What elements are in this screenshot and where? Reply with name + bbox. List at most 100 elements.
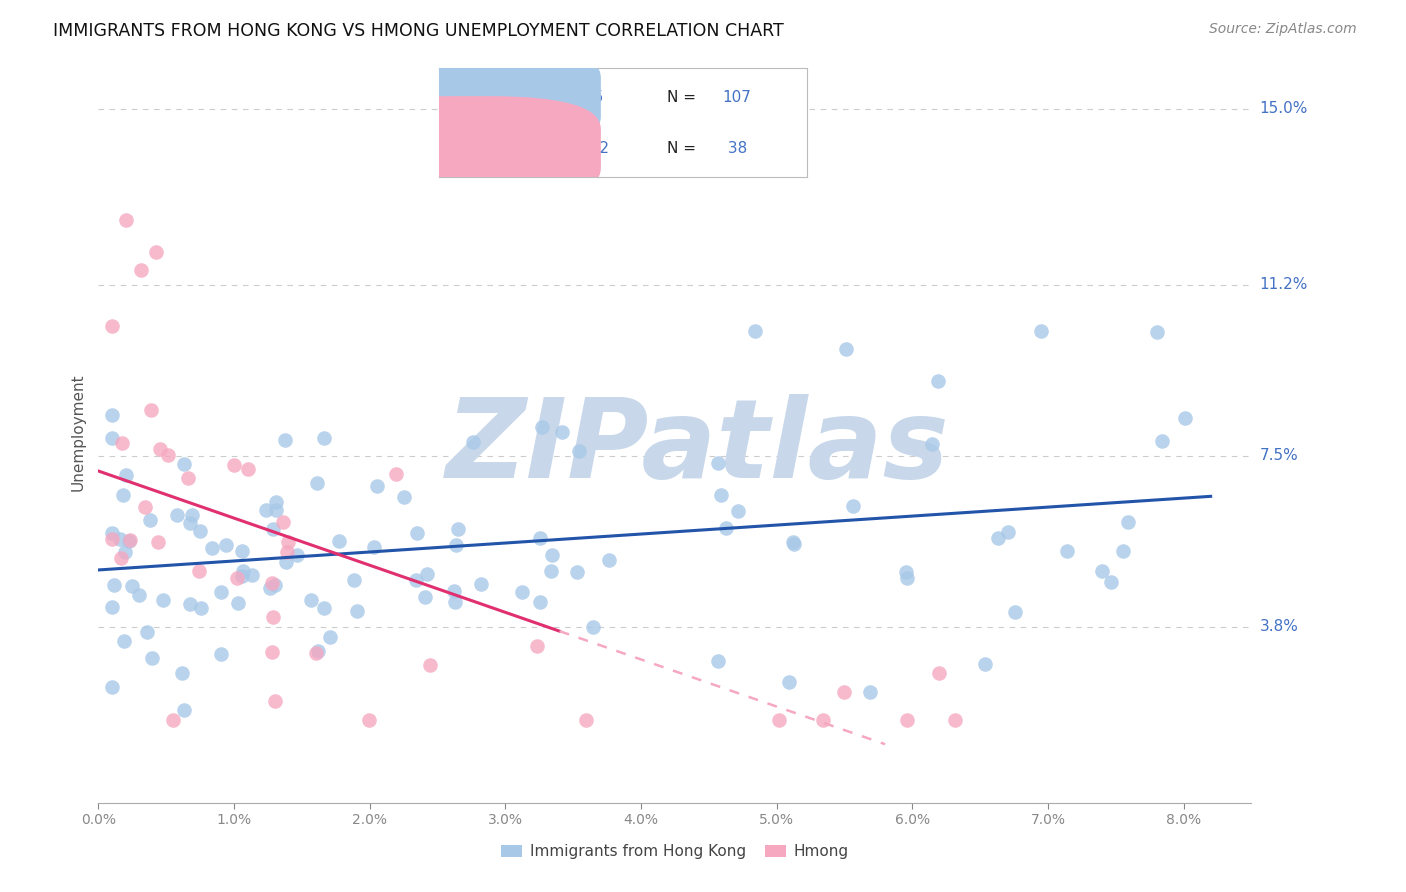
Point xyxy=(415,567,437,582)
Point xyxy=(166,508,188,522)
Point xyxy=(811,713,834,727)
Point xyxy=(778,675,800,690)
Point xyxy=(1004,605,1026,619)
Point xyxy=(148,534,170,549)
Point xyxy=(231,569,253,583)
Point xyxy=(170,665,193,680)
Point xyxy=(312,600,335,615)
Point xyxy=(744,324,766,338)
Point xyxy=(413,591,436,605)
Point xyxy=(139,513,162,527)
Point xyxy=(173,703,195,717)
Point xyxy=(103,578,125,592)
Point xyxy=(101,525,124,540)
Point xyxy=(236,462,259,476)
Point xyxy=(121,579,143,593)
Point xyxy=(598,553,620,567)
Point xyxy=(264,577,287,591)
Point xyxy=(276,545,298,559)
Point xyxy=(405,573,427,587)
Point xyxy=(114,212,136,227)
Point xyxy=(299,592,322,607)
Point xyxy=(271,516,294,530)
Point xyxy=(363,541,385,555)
Point xyxy=(179,516,201,531)
Point xyxy=(211,647,233,661)
Point xyxy=(859,685,882,699)
Point xyxy=(226,596,249,610)
Point xyxy=(783,537,806,551)
Point xyxy=(187,564,209,578)
Point xyxy=(567,565,589,579)
Point xyxy=(231,544,253,558)
Point xyxy=(162,713,184,727)
Point xyxy=(307,644,329,658)
Point xyxy=(1146,325,1168,339)
Text: 3.8%: 3.8% xyxy=(1260,619,1299,634)
Point xyxy=(135,625,157,640)
Point xyxy=(179,597,201,611)
Point xyxy=(304,646,326,660)
Point xyxy=(470,576,492,591)
Point xyxy=(134,500,156,515)
Point xyxy=(264,503,287,517)
Point xyxy=(1029,324,1052,338)
Point xyxy=(782,535,804,549)
Point xyxy=(551,425,574,440)
Point xyxy=(260,576,283,591)
Point xyxy=(264,495,287,509)
Point xyxy=(173,457,195,471)
Point xyxy=(447,523,470,537)
Point xyxy=(1150,434,1173,448)
Point xyxy=(190,600,212,615)
Text: 15.0%: 15.0% xyxy=(1260,101,1308,116)
Point xyxy=(141,651,163,665)
Point xyxy=(706,456,728,470)
Point xyxy=(896,571,918,585)
Point xyxy=(240,568,263,582)
Point xyxy=(152,593,174,607)
Point xyxy=(835,343,858,357)
Point xyxy=(1091,564,1114,578)
Point xyxy=(209,584,232,599)
Legend: Immigrants from Hong Kong, Hmong: Immigrants from Hong Kong, Hmong xyxy=(495,838,855,865)
Point xyxy=(531,420,554,434)
Point xyxy=(215,538,238,552)
Point xyxy=(118,534,141,549)
Point xyxy=(366,479,388,493)
Point xyxy=(274,433,297,447)
Point xyxy=(1056,544,1078,558)
Point xyxy=(582,619,605,633)
Point xyxy=(568,444,591,458)
Text: 11.2%: 11.2% xyxy=(1260,277,1308,292)
Point xyxy=(285,548,308,562)
Point xyxy=(385,467,408,482)
Point xyxy=(262,610,284,624)
Point xyxy=(177,471,200,485)
Point xyxy=(114,545,136,559)
Point xyxy=(346,604,368,618)
Point xyxy=(181,508,204,522)
Point xyxy=(529,531,551,545)
Point xyxy=(101,533,124,547)
Point xyxy=(896,713,918,727)
Point xyxy=(305,475,328,490)
Point xyxy=(1112,544,1135,558)
Point xyxy=(101,431,124,445)
Point xyxy=(232,564,254,578)
Point xyxy=(156,448,179,462)
Point xyxy=(714,520,737,534)
Point xyxy=(222,458,245,472)
Point xyxy=(110,550,132,565)
Point xyxy=(529,594,551,608)
Point xyxy=(259,581,281,595)
Point xyxy=(115,468,138,483)
Point xyxy=(254,503,277,517)
Point xyxy=(419,658,441,673)
Text: 7.5%: 7.5% xyxy=(1260,449,1298,463)
Point xyxy=(443,583,465,598)
Point xyxy=(319,630,342,644)
Point xyxy=(260,645,283,659)
Point xyxy=(928,666,950,681)
Point xyxy=(540,548,562,562)
